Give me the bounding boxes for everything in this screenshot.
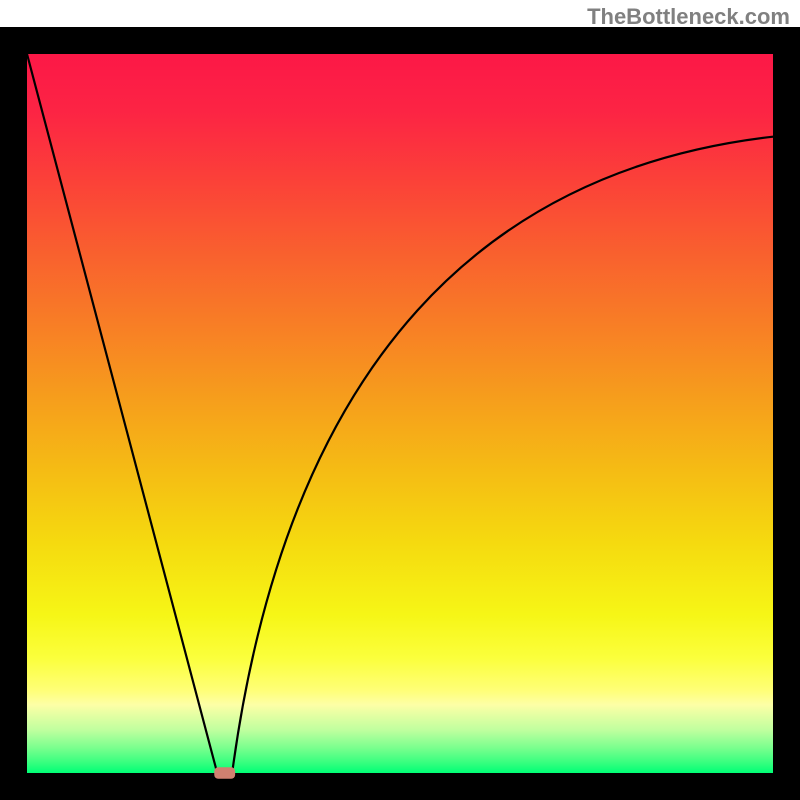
dip-marker xyxy=(214,767,235,779)
watermark-text: TheBottleneck.com xyxy=(587,4,790,30)
plot-background xyxy=(27,54,773,773)
frame-top xyxy=(0,27,800,54)
chart-svg xyxy=(0,0,800,800)
frame-right xyxy=(773,27,800,800)
frame-bottom xyxy=(0,773,800,800)
chart-container: TheBottleneck.com xyxy=(0,0,800,800)
frame-left xyxy=(0,27,27,800)
